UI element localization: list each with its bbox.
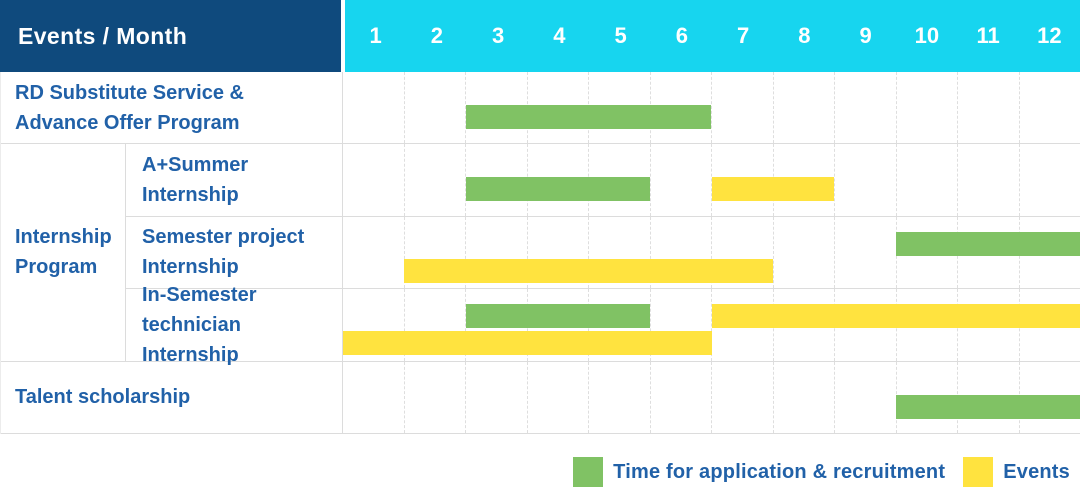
row-label-semester-project: Semester project Internship: [125, 216, 342, 290]
month-gridline-column: [834, 144, 896, 216]
month-gridlines: [343, 72, 1080, 144]
row-label-rd-substitute: RD Substitute Service & Advance Offer Pr…: [1, 72, 342, 145]
application-bar: [895, 394, 1080, 419]
month-gridline-column: [403, 144, 466, 216]
month-gridline-column: [957, 144, 1019, 216]
group-label-internship-program: Internship Program: [1, 144, 125, 362]
events-bar: [711, 177, 835, 202]
month-header-3: 3: [492, 23, 505, 48]
events-bar: [343, 331, 712, 356]
timeline-rd-substitute: [342, 72, 1080, 145]
gantt-table: Events / Month 1 2 3 4 5 6 7 8 9 10 11 1…: [0, 0, 1080, 434]
month-gridline-column: [649, 361, 712, 433]
row-label-in-semester-technician: In-Semester technician Internship: [125, 284, 342, 366]
month-gridline-column: [711, 361, 773, 433]
month-gridline-column: [588, 361, 650, 433]
timeline-in-semester-technician: [342, 289, 1080, 362]
month-gridline-column: [834, 72, 896, 144]
month-header-1: 1: [369, 23, 382, 48]
timeline-talent-scholarship: [342, 361, 1080, 434]
legend-item-application: Time for application & recruitment: [573, 457, 945, 487]
month-gridline-column: [465, 361, 527, 433]
legend-swatch-yellow-icon: [963, 457, 994, 487]
events-month-header: Events / Month: [0, 0, 341, 72]
month-gridline-column: [834, 361, 896, 433]
legend: Time for application & recruitment Event…: [573, 454, 1070, 490]
month-header-6: 6: [675, 23, 688, 48]
application-bar: [895, 231, 1080, 256]
month-gridline-column: [1018, 72, 1080, 144]
month-header-7: 7: [737, 23, 750, 48]
month-gridline-column: [343, 217, 404, 288]
month-header-10: 10: [914, 23, 940, 48]
month-gridline-column: [1018, 144, 1080, 216]
month-header-2: 2: [430, 23, 443, 48]
row-label-talent-scholarship: Talent scholarship: [1, 362, 342, 434]
month-gridline-column: [957, 72, 1019, 144]
application-bar: [465, 105, 712, 129]
month-header-9: 9: [859, 23, 872, 48]
month-gridline-column: [772, 72, 835, 144]
events-bar: [711, 304, 1080, 329]
gantt-body: RD Substitute Service & Advance Offer Pr…: [0, 72, 1080, 434]
month-header-4: 4: [553, 23, 566, 48]
month-header-5: 5: [614, 23, 627, 48]
month-header-8: 8: [798, 23, 811, 48]
month-gridline-column: [343, 144, 404, 215]
month-gridline-column: [895, 144, 958, 216]
month-gridline-column: [403, 361, 466, 433]
month-gridline-column: [343, 362, 404, 433]
month-gridline-column: [649, 144, 712, 216]
legend-label-application: Time for application & recruitment: [613, 460, 946, 483]
application-bar: [465, 304, 651, 329]
month-gridline-column: [711, 72, 773, 144]
month-gridline-column: [772, 216, 835, 289]
header-row: Events / Month 1 2 3 4 5 6 7 8 9 10 11 1…: [0, 0, 1080, 72]
timeline-semester-project: [342, 216, 1080, 290]
legend-item-events: Events: [963, 457, 1070, 487]
month-gridline-column: [343, 72, 404, 143]
events-bar: [404, 258, 773, 283]
timeline-a-plus-summer: [342, 144, 1080, 217]
application-bar: [465, 177, 651, 202]
month-gridline-column: [403, 72, 466, 144]
header-divider: [341, 0, 345, 72]
month-header-12: 12: [1037, 23, 1062, 48]
month-gridline-column: [834, 216, 896, 289]
month-gridline-column: [895, 72, 958, 144]
month-header-11: 11: [976, 23, 1000, 48]
legend-swatch-green-icon: [573, 457, 604, 487]
legend-label-events: Events: [1003, 460, 1070, 483]
month-header-strip: 1 2 3 4 5 6 7 8 9 10 11 12: [345, 0, 1080, 72]
month-gridline-column: [772, 361, 835, 433]
month-gridline-column: [526, 361, 589, 433]
row-label-a-plus-summer: A+Summer Internship: [125, 144, 342, 217]
